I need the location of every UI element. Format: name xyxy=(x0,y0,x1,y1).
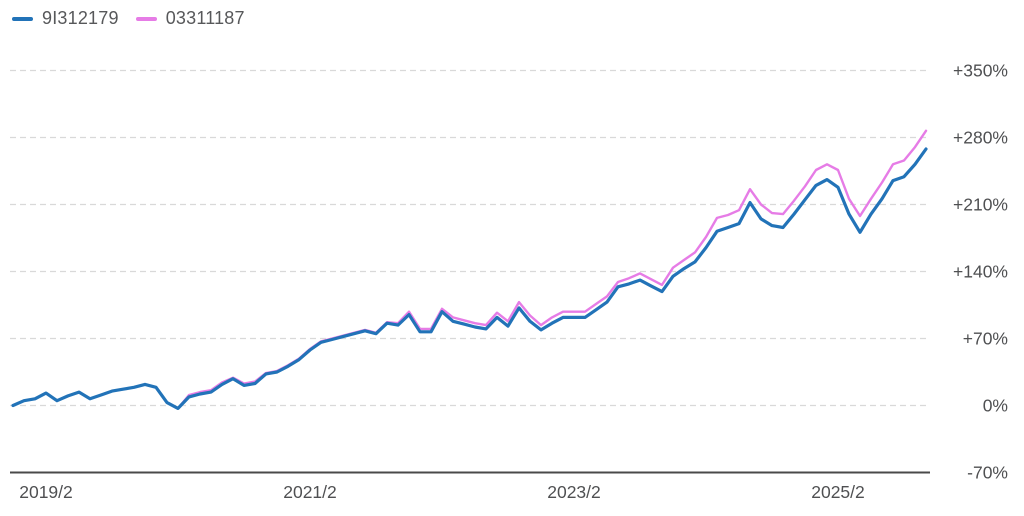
series-1-color-swatch xyxy=(12,16,33,21)
y-axis-label-140: +140% xyxy=(953,262,1008,282)
x-axis-label-2023-2: 2023/2 xyxy=(547,482,601,502)
y-axis-label-70: +70% xyxy=(963,329,1008,349)
y-axis-label--70: -70% xyxy=(967,463,1008,483)
series-line-2 xyxy=(11,129,928,410)
y-axis-label-0: 0% xyxy=(983,396,1008,416)
y-axis-label-350: +350% xyxy=(953,61,1008,81)
series-2-color-swatch xyxy=(135,16,157,21)
x-axis-label-2025-2: 2025/2 xyxy=(811,482,865,502)
chart-legend: 9I312179 03311187 xyxy=(12,8,245,29)
x-axis-label-2019-2: 2019/2 xyxy=(19,482,73,502)
series-line-1 xyxy=(11,147,928,410)
series-1-label: 9I312179 xyxy=(42,8,119,28)
series-2-label: 03311187 xyxy=(165,8,245,28)
y-axis-label-210: +210% xyxy=(953,195,1008,215)
legend-item-series-1[interactable]: 9I312179 xyxy=(12,8,119,29)
x-axis-label-2021-2: 2021/2 xyxy=(283,482,337,502)
y-axis-label-280: +280% xyxy=(953,128,1008,148)
legend-item-series-2[interactable]: 03311187 xyxy=(135,8,245,29)
